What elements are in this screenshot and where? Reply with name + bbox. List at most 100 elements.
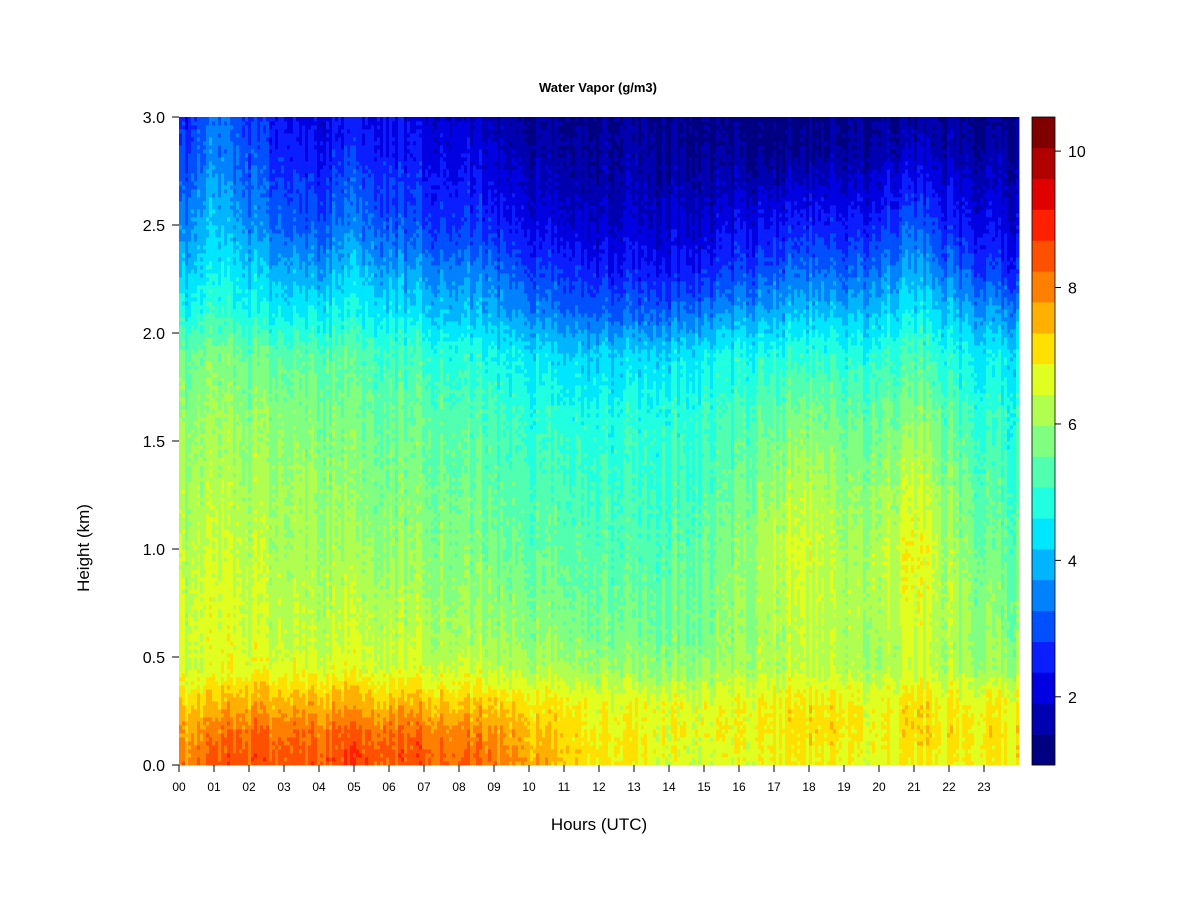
heatmap-cell — [380, 505, 384, 578]
heatmap-cell — [320, 541, 324, 550]
heatmap-cell — [389, 617, 393, 630]
heatmap-cell — [320, 761, 324, 766]
heatmap-cell — [425, 625, 429, 670]
heatmap-cell — [269, 733, 273, 738]
heatmap-cell — [296, 713, 300, 718]
heatmap-cell — [305, 449, 309, 458]
heatmap-cell — [185, 545, 189, 550]
heatmap-cell — [440, 421, 444, 426]
heatmap-cell — [419, 745, 423, 750]
heatmap-cell — [380, 281, 384, 286]
heatmap-cell — [254, 509, 258, 514]
heatmap-cell — [269, 701, 273, 730]
heatmap-cell — [227, 233, 231, 258]
heatmap-cell — [236, 413, 240, 422]
heatmap-cell — [461, 661, 465, 666]
heatmap-cell — [443, 685, 447, 702]
heatmap-cell — [407, 121, 411, 134]
heatmap-cell — [290, 465, 294, 470]
heatmap-cell — [266, 625, 270, 634]
heatmap-cell — [485, 709, 489, 714]
heatmap-cell — [410, 317, 414, 322]
heatmap-cell — [464, 221, 468, 250]
heatmap-cell — [368, 173, 372, 178]
heatmap-cell — [479, 757, 483, 766]
heatmap-cell — [260, 577, 264, 594]
heatmap-cell — [257, 441, 261, 446]
heatmap-cell — [329, 761, 333, 766]
heatmap-cell — [203, 165, 207, 202]
heatmap-cell — [275, 513, 279, 518]
heatmap-cell — [314, 713, 318, 738]
heatmap-cell — [437, 513, 441, 518]
heatmap-cell — [329, 721, 333, 726]
heatmap-cell — [482, 241, 486, 270]
heatmap-cell — [290, 753, 294, 766]
heatmap-cell — [434, 265, 438, 298]
heatmap-cell — [266, 657, 270, 662]
heatmap-cell — [410, 365, 414, 402]
heatmap-cell — [287, 581, 291, 650]
heatmap-cell — [236, 713, 240, 730]
heatmap-cell — [284, 189, 288, 194]
heatmap-cell — [212, 573, 216, 578]
heatmap-cell — [251, 421, 255, 430]
heatmap-cell — [374, 693, 378, 710]
heatmap-cell — [266, 581, 270, 594]
heatmap-cell — [185, 733, 189, 738]
heatmap-cell — [497, 585, 501, 602]
heatmap-cell — [515, 413, 519, 430]
heatmap-cell — [371, 393, 375, 410]
heatmap-cell — [470, 629, 474, 634]
heatmap-cell — [467, 625, 471, 638]
heatmap-cell — [197, 685, 201, 694]
heatmap-cell — [434, 537, 438, 542]
heatmap-cell — [257, 189, 261, 206]
heatmap-cell — [512, 197, 516, 206]
heatmap-cell — [419, 381, 423, 386]
heatmap-cell — [311, 701, 315, 706]
heatmap-cell — [470, 745, 474, 766]
heatmap-cell — [404, 333, 408, 338]
heatmap-cell — [254, 217, 258, 226]
heatmap-cell — [266, 441, 270, 446]
heatmap-cell — [446, 145, 450, 170]
heatmap-cell — [326, 597, 330, 602]
heatmap-cell — [368, 717, 372, 730]
heatmap-cell — [233, 385, 237, 454]
heatmap-cell — [287, 321, 291, 342]
heatmap-cell — [230, 501, 234, 506]
heatmap-cell — [404, 313, 408, 334]
heatmap-cell — [197, 677, 201, 682]
heatmap-cell — [326, 333, 330, 342]
heatmap-cell — [395, 169, 399, 218]
heatmap-cell — [437, 713, 441, 718]
heatmap-cell — [296, 469, 300, 474]
heatmap-cell — [251, 757, 255, 762]
heatmap-cell — [236, 509, 240, 522]
heatmap-cell — [338, 241, 342, 246]
heatmap-cell — [296, 141, 300, 174]
heatmap-cell — [434, 229, 438, 234]
heatmap-cell — [500, 129, 504, 138]
heatmap-cell — [353, 237, 357, 250]
heatmap-cell — [356, 621, 360, 626]
heatmap-cell — [518, 545, 522, 642]
heatmap-cell — [491, 289, 495, 294]
heatmap-cell — [341, 681, 345, 686]
heatmap-cell — [458, 377, 462, 390]
heatmap-cell — [212, 121, 216, 126]
heatmap-cell — [257, 581, 261, 594]
heatmap-cell — [266, 141, 270, 182]
heatmap-cell — [476, 417, 480, 438]
heatmap-cell — [455, 321, 459, 342]
heatmap-cell — [464, 749, 468, 766]
heatmap-cell — [407, 133, 411, 138]
heatmap-cell — [218, 729, 222, 734]
heatmap-cell — [194, 745, 198, 766]
heatmap-cell — [464, 657, 468, 674]
heatmap-cell — [305, 413, 309, 418]
heatmap-cell — [383, 637, 387, 674]
heatmap-cell — [182, 577, 186, 590]
heatmap-cell — [449, 529, 453, 534]
